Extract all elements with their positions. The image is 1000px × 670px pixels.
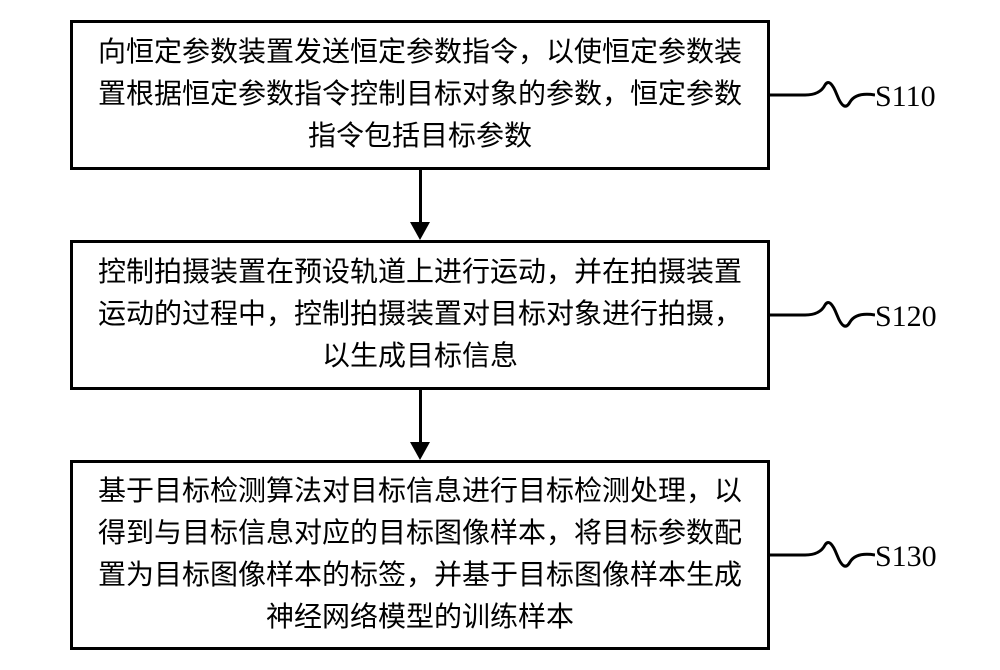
- node-text: 向恒定参数装置发送恒定参数指令，以使恒定参数装置根据恒定参数指令控制目标对象的参…: [93, 32, 747, 158]
- arrow-head-icon: [410, 222, 430, 240]
- node-label-s110: S110: [875, 80, 936, 114]
- flow-arrow: [419, 390, 422, 442]
- connector-squiggle: [770, 300, 875, 330]
- flowchart-canvas: 向恒定参数装置发送恒定参数指令，以使恒定参数装置根据恒定参数指令控制目标对象的参…: [0, 0, 1000, 670]
- node-text: 基于目标检测算法对目标信息进行目标检测处理，以得到与目标信息对应的目标图像样本，…: [93, 471, 747, 639]
- flow-node-s130: 基于目标检测算法对目标信息进行目标检测处理，以得到与目标信息对应的目标图像样本，…: [70, 460, 770, 650]
- flow-node-s110: 向恒定参数装置发送恒定参数指令，以使恒定参数装置根据恒定参数指令控制目标对象的参…: [70, 20, 770, 170]
- flow-arrow: [419, 170, 422, 222]
- node-label-s120: S120: [875, 300, 937, 334]
- connector-squiggle: [770, 80, 875, 110]
- arrow-head-icon: [410, 442, 430, 460]
- node-text: 控制拍摄装置在预设轨道上进行运动，并在拍摄装置运动的过程中，控制拍摄装置对目标对…: [93, 252, 747, 378]
- connector-squiggle: [770, 540, 875, 570]
- node-label-s130: S130: [875, 540, 937, 574]
- flow-node-s120: 控制拍摄装置在预设轨道上进行运动，并在拍摄装置运动的过程中，控制拍摄装置对目标对…: [70, 240, 770, 390]
